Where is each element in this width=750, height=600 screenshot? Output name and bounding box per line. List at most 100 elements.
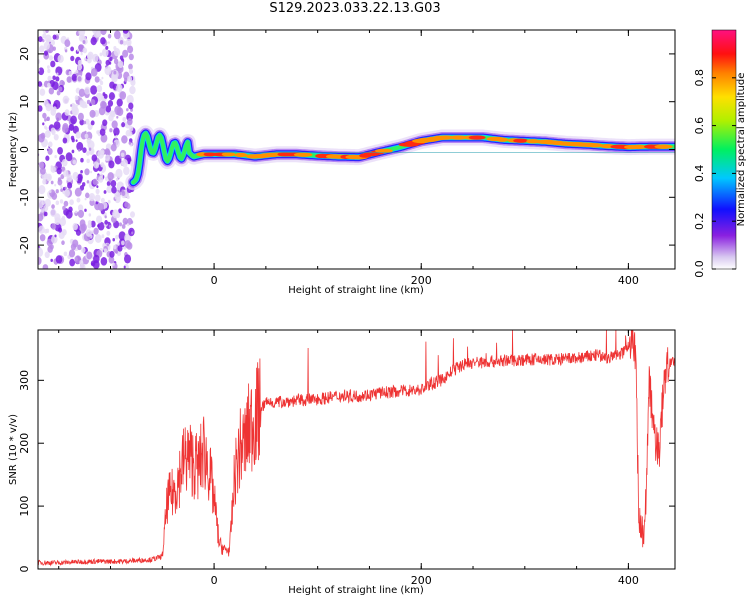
noise-blob (47, 147, 53, 155)
noise-blob (104, 66, 112, 76)
noise-blob (74, 95, 79, 101)
ridge-peak (234, 152, 248, 158)
noise-blob (97, 221, 105, 231)
ridge-peak (587, 143, 604, 148)
noise-blob (124, 233, 132, 243)
noise-blob (67, 182, 73, 189)
ridge-peak (495, 137, 509, 142)
noise-blob (71, 149, 75, 154)
noise-blob (109, 128, 113, 133)
colorbar-tick-label: 0.4 (693, 165, 706, 183)
noise-blob (113, 70, 117, 75)
snr-plot-area (38, 330, 675, 567)
ridge-peak (630, 144, 648, 150)
noise-blob (103, 190, 107, 194)
noise-blob (121, 122, 126, 128)
colorbar-label: Normalized spectral amplitude (736, 73, 747, 227)
noise-blob (61, 240, 65, 246)
noise-blob (96, 84, 103, 93)
noise-blob (70, 55, 75, 62)
noise-blob (89, 109, 96, 118)
noise-blob (38, 185, 46, 195)
noise-blob (100, 30, 107, 36)
noise-blob (68, 70, 73, 76)
noise-blob (124, 254, 132, 264)
noise-blob (83, 57, 87, 61)
noise-blob (115, 168, 123, 179)
noise-blob (42, 112, 47, 119)
noise-blob (47, 68, 51, 74)
noise-blob (38, 213, 44, 222)
noise-blob (107, 41, 110, 44)
ridge-peak (468, 135, 486, 140)
noise-blob (83, 120, 87, 125)
noise-blob (52, 34, 57, 40)
noise-blob (84, 208, 87, 212)
noise-blob (45, 155, 50, 161)
noise-blob (93, 161, 100, 169)
chart-title: S129.2023.033.22.13.G03 (269, 1, 441, 16)
noise-blob (100, 149, 105, 155)
noise-blob (62, 137, 68, 144)
noise-blob (48, 55, 53, 61)
noise-blob (90, 170, 93, 174)
noise-blob (121, 135, 128, 144)
noise-blob (96, 130, 100, 135)
noise-blob (71, 73, 78, 82)
noise-blob (59, 217, 67, 227)
y-tick-label: 300 (18, 370, 31, 391)
noise-blob (50, 39, 55, 46)
noise-blob (108, 160, 115, 169)
noise-blob (111, 120, 118, 129)
noise-blob (100, 197, 105, 203)
noise-blob (119, 40, 124, 45)
noise-blob (77, 112, 84, 121)
noise-blob (76, 48, 80, 52)
noise-blob (118, 107, 122, 111)
noise-blob (70, 135, 75, 141)
noise-blob (79, 100, 85, 108)
y-tick-label: -10 (18, 188, 31, 206)
noise-blob (130, 211, 135, 218)
noise-blob (85, 72, 92, 81)
noise-blob (85, 229, 92, 237)
noise-blob (55, 189, 59, 194)
y-tick-label: 0 (18, 146, 31, 153)
noise-blob (104, 154, 110, 162)
noise-blob (68, 249, 76, 258)
noise-blob (55, 112, 62, 121)
noise-blob (38, 67, 45, 76)
noise-blob (121, 158, 128, 168)
noise-blob (117, 60, 124, 69)
noise-blob (116, 115, 119, 119)
noise-blob (57, 32, 61, 36)
noise-blob (102, 92, 106, 97)
noise-blob (51, 223, 57, 230)
snr-line (38, 330, 675, 567)
noise-blob (115, 234, 119, 240)
noise-blob (40, 208, 45, 213)
noise-blob (127, 75, 133, 83)
noise-blob (69, 258, 76, 267)
noise-blob (47, 141, 53, 148)
colorbar: 0.0 0.2 0.4 0.6 0.8 Normalized spectral ampli… (693, 29, 747, 278)
spectrogram-image (38, 30, 675, 269)
y-tick-label: 20 (18, 47, 31, 61)
noise-blob (116, 98, 123, 107)
noise-blob (75, 139, 78, 143)
noise-blob (51, 235, 58, 244)
noise-blob (53, 133, 59, 141)
noise-blob (43, 228, 48, 234)
noise-blob (82, 40, 86, 45)
noise-blob (92, 178, 98, 185)
noise-blob (70, 46, 74, 52)
ridge-peak (375, 148, 393, 154)
noise-blob (58, 86, 63, 92)
noise-blob (42, 179, 47, 185)
noise-blob (74, 187, 82, 197)
noise-blob (72, 159, 77, 165)
plot-frame (37, 329, 676, 570)
x-axis-label: Height of straight line (km) (288, 285, 424, 296)
noise-blob (105, 105, 112, 113)
noise-blob (118, 231, 126, 241)
